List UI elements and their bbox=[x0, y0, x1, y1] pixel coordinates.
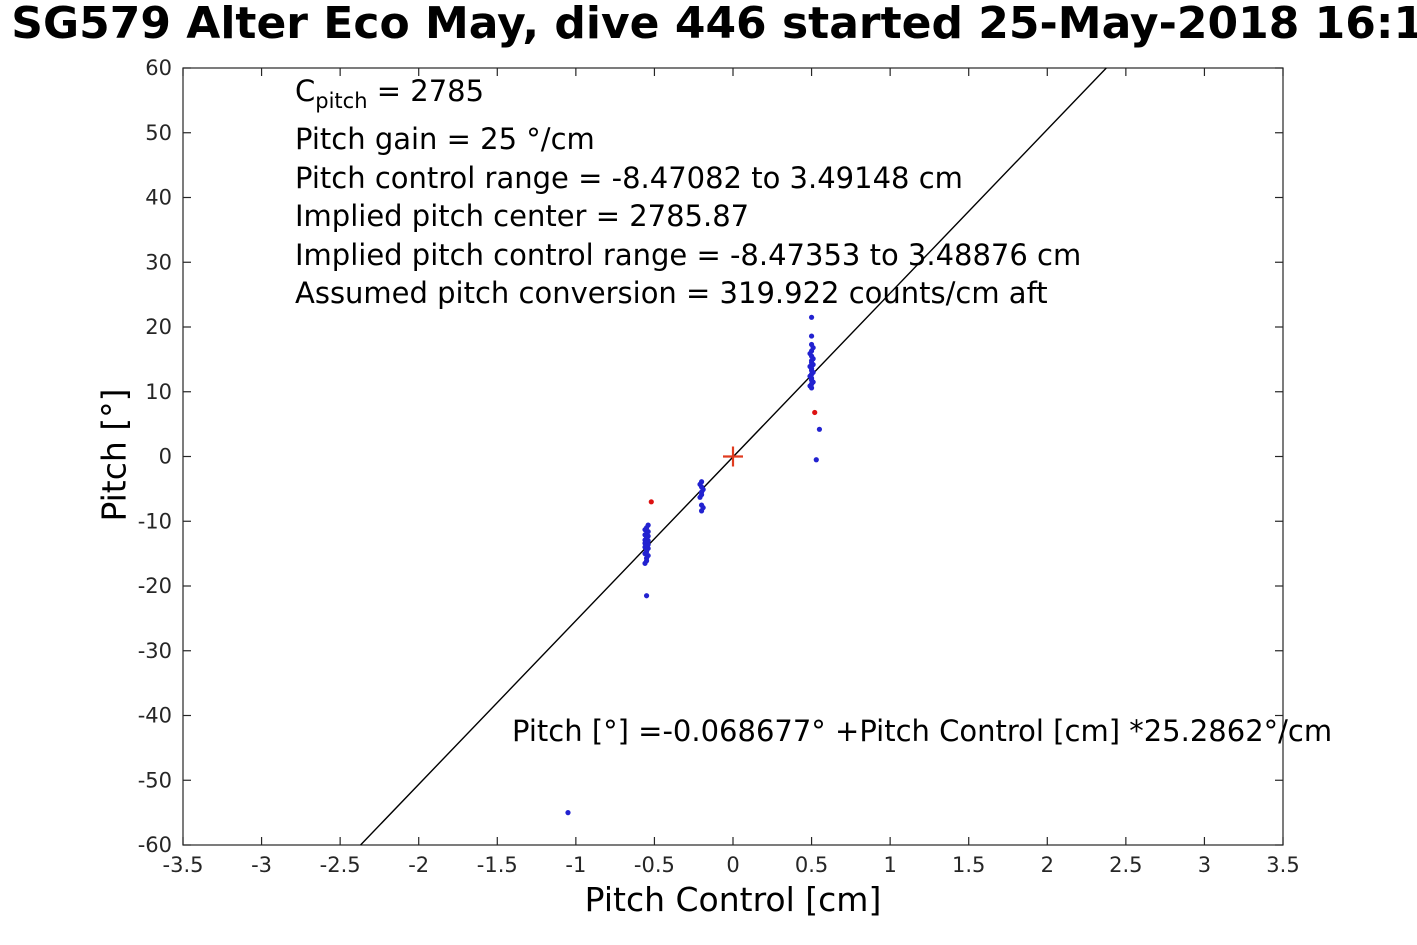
y-tick-label: -50 bbox=[138, 768, 172, 792]
pitch-observations-point bbox=[808, 333, 815, 339]
pitch-observations-point bbox=[808, 314, 815, 320]
annotation-line-cpitch: Cpitch = 2785 bbox=[295, 72, 1081, 120]
x-axis-label: Pitch Control [cm] bbox=[584, 880, 882, 919]
y-tick-label: 50 bbox=[145, 121, 172, 145]
x-tick-label: 3.5 bbox=[1266, 853, 1299, 877]
annotation-line-conversion: Assumed pitch conversion = 319.922 count… bbox=[295, 276, 1048, 311]
y-tick-label: -60 bbox=[138, 833, 172, 857]
pitch-observations-point bbox=[643, 593, 650, 599]
fit-equation-label: Pitch [°] =-0.068677° +Pitch Control [cm… bbox=[512, 714, 1333, 748]
pitch-observations-point bbox=[565, 810, 571, 816]
x-tick-label: -3.5 bbox=[163, 853, 204, 877]
x-tick-label: -3 bbox=[251, 853, 272, 877]
annotation-line-control-range: Pitch control range = -8.47082 to 3.4914… bbox=[295, 160, 963, 195]
y-tick-label: -10 bbox=[138, 509, 172, 533]
pitch-observations-point bbox=[698, 508, 705, 514]
y-tick-label: -30 bbox=[138, 639, 172, 663]
x-tick-label: -2.5 bbox=[320, 853, 361, 877]
x-tick-label: 2.5 bbox=[1109, 853, 1142, 877]
y-tick-label: 0 bbox=[159, 445, 172, 469]
annotation-block: Cpitch = 2785 Pitch gain = 25 °/cm Pitch… bbox=[295, 72, 1081, 313]
x-tick-label: -1 bbox=[565, 853, 586, 877]
annotation-line-pitch-gain: Pitch gain = 25 °/cm bbox=[295, 122, 595, 157]
x-tick-label: 3 bbox=[1198, 853, 1211, 877]
annotation-line-implied-center: Implied pitch center = 2785.87 bbox=[295, 199, 750, 234]
y-tick-label: 40 bbox=[145, 186, 172, 210]
x-tick-label: 1.5 bbox=[952, 853, 985, 877]
y-tick-label: 20 bbox=[145, 315, 172, 339]
x-tick-label: -1.5 bbox=[477, 853, 518, 877]
y-tick-label: 10 bbox=[145, 380, 172, 404]
flagged-observations-point bbox=[812, 409, 818, 416]
cpitch-subscript: pitch bbox=[315, 88, 368, 113]
x-tick-label: 0.5 bbox=[795, 853, 828, 877]
y-axis-label: Pitch [°] bbox=[94, 388, 134, 522]
pitch-observations-point bbox=[808, 385, 815, 391]
x-tick-label: 2 bbox=[1041, 853, 1054, 877]
pitch-observations-point bbox=[697, 494, 703, 500]
cpitch-base: C bbox=[295, 74, 316, 108]
pitch-observations-point bbox=[642, 560, 648, 566]
x-tick-label: 1 bbox=[883, 853, 896, 877]
y-tick-label: 60 bbox=[145, 56, 172, 80]
pitch-observations-point bbox=[813, 457, 819, 463]
annotation-line-implied-range: Implied pitch control range = -8.47353 t… bbox=[295, 237, 1082, 272]
pitch-observations-point bbox=[816, 426, 823, 432]
cpitch-value: = 2785 bbox=[367, 74, 485, 108]
x-tick-label: -0.5 bbox=[634, 853, 675, 877]
x-tick-label: -2 bbox=[408, 853, 429, 877]
y-tick-label: 30 bbox=[145, 250, 172, 274]
x-tick-label: 0 bbox=[726, 853, 739, 877]
y-tick-label: -40 bbox=[138, 704, 172, 728]
chart-title: SG579 Alter Eco May, dive 446 started 25… bbox=[11, 0, 1417, 49]
flagged-observations-point bbox=[648, 499, 654, 505]
y-tick-label: -20 bbox=[138, 574, 172, 598]
